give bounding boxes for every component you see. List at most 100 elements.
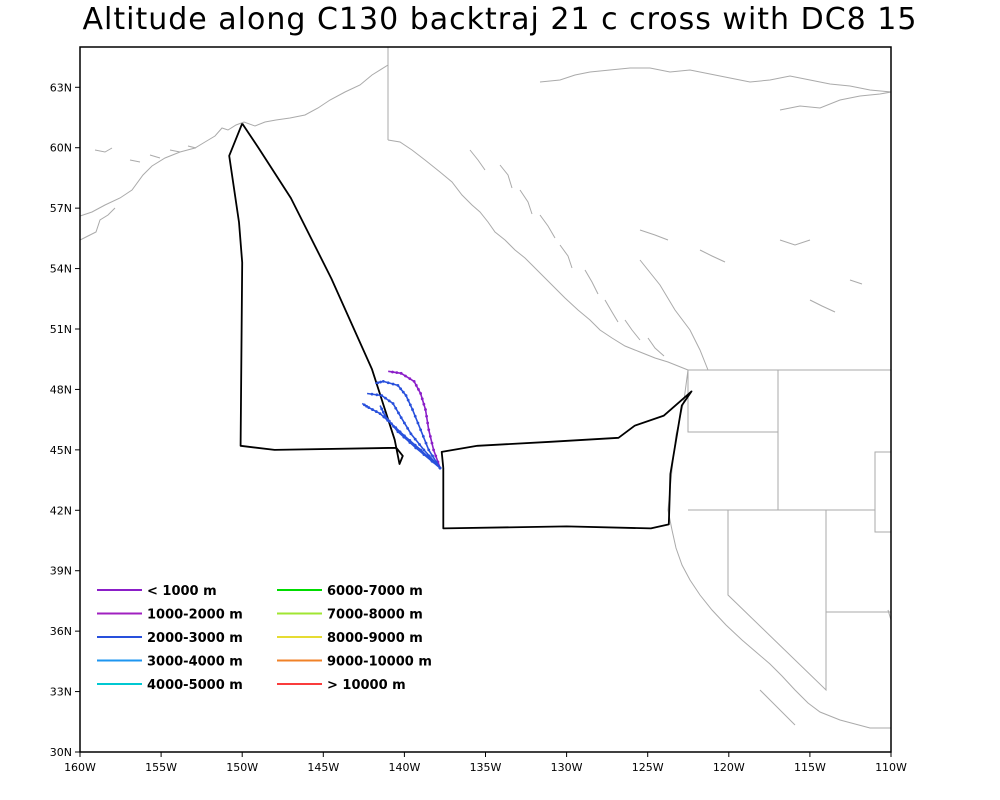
back-trajectories xyxy=(361,370,442,470)
lon-tick-label: 115W xyxy=(794,761,826,774)
coast-islands-2 xyxy=(604,299,665,357)
lat-tick-label: 42N xyxy=(50,504,72,517)
trajectory-marker xyxy=(432,448,435,452)
lat-tick-label: 51N xyxy=(50,323,72,336)
trajectory-marker xyxy=(392,424,395,428)
lat-tick-label: 54N xyxy=(50,263,72,276)
lon-tick-label: 150W xyxy=(226,761,258,774)
trajectory-marker xyxy=(412,379,416,383)
flight-track xyxy=(228,122,693,530)
trajectory-marker xyxy=(384,396,387,400)
legend-label: 8000-9000 m xyxy=(327,631,423,646)
trajectory-line xyxy=(375,380,441,469)
trajectory-marker xyxy=(383,414,387,418)
trajectory-marker xyxy=(421,435,425,438)
trajectory-marker xyxy=(378,412,382,415)
trajectory-marker xyxy=(380,394,384,397)
trajectory-marker xyxy=(370,392,374,396)
trajectory-marker xyxy=(430,459,434,463)
axis-ticks: 30N 33N 36N 39N 42N 45N 48N 51N 54N 57N 60N 63N 160W… xyxy=(50,81,907,774)
lon-tick-label: 155W xyxy=(145,761,177,774)
aleutian-islands xyxy=(94,145,197,163)
trajectory-marker xyxy=(402,435,406,439)
trajectory-marker xyxy=(395,371,399,375)
trajectory-marker xyxy=(391,402,395,405)
lon-tick-label: 130W xyxy=(551,761,583,774)
trajectory-marker xyxy=(408,377,412,381)
trajectory-marker xyxy=(408,403,412,407)
trajectory-marker xyxy=(414,446,418,450)
north-lakes xyxy=(639,229,863,313)
trajectory-marker xyxy=(391,382,395,386)
coast-islands-1 xyxy=(469,149,599,295)
border-lines xyxy=(687,370,891,692)
trajectory-marker xyxy=(427,428,431,432)
trajectory-marker xyxy=(422,453,426,456)
arctic-coast xyxy=(539,67,891,93)
trajectory-marker xyxy=(422,402,426,406)
coastlines xyxy=(80,47,891,729)
trajectory-marker xyxy=(403,421,406,425)
trajectory-marker xyxy=(434,454,438,458)
trajectory-marker xyxy=(424,408,427,411)
trajectory-marker xyxy=(438,466,442,470)
lon-tick-label: 140W xyxy=(388,761,420,774)
trajectory-marker xyxy=(413,414,417,418)
trajectory-marker xyxy=(394,406,398,410)
us-coast xyxy=(667,369,891,729)
legend-label: 7000-8000 m xyxy=(327,608,423,623)
trajectory-marker xyxy=(409,432,413,436)
trajectory-marker xyxy=(387,419,391,423)
trajectory-marker xyxy=(396,430,400,434)
lon-tick-label: 160W xyxy=(64,761,96,774)
lat-tick-label: 63N xyxy=(50,81,72,94)
flight-track-west-loop xyxy=(228,122,404,465)
plot-frame xyxy=(79,46,892,753)
trajectory-marker xyxy=(381,410,385,414)
altitude-legend: < 1000 m 1000-2000 m 2000-3000 m 3000-4000 … xyxy=(97,584,432,693)
trajectory-marker xyxy=(422,448,426,452)
lat-tick-label: 57N xyxy=(50,202,72,215)
lat-tick-label: 30N xyxy=(50,746,72,759)
trajectory-marker xyxy=(387,399,391,403)
legend-label: 6000-7000 m xyxy=(327,584,423,599)
trajectory-marker xyxy=(406,398,410,402)
lon-tick-label: 120W xyxy=(713,761,745,774)
bc-alberta-border xyxy=(639,259,709,371)
trajectory-marker xyxy=(424,441,428,445)
baja xyxy=(759,689,796,726)
trajectory-marker xyxy=(416,421,420,425)
lat-tick-label: 39N xyxy=(50,565,72,578)
trajectory-marker xyxy=(399,416,403,420)
alaska-southeast xyxy=(387,139,689,371)
legend-label: > 10000 m xyxy=(327,678,406,693)
trajectory-marker xyxy=(399,387,403,391)
lat-tick-label: 45N xyxy=(50,444,72,457)
trajectory-marker xyxy=(401,390,405,394)
trajectory-marker xyxy=(396,384,400,387)
trajectory-marker xyxy=(431,454,434,458)
trajectory-marker xyxy=(397,411,400,415)
trajectory-marker xyxy=(418,443,421,446)
trajectory-marker xyxy=(413,437,417,441)
trajectory-marker xyxy=(406,426,410,430)
trajectory-marker xyxy=(365,404,368,408)
trajectory-marker xyxy=(426,421,430,425)
trajectory-marker xyxy=(367,406,371,409)
trajectory-marker xyxy=(425,414,428,418)
flight-track-east-loop xyxy=(440,390,693,530)
lon-tick-label: 145W xyxy=(307,761,339,774)
trajectory-marker xyxy=(379,380,383,384)
trajectory-marker xyxy=(386,381,390,385)
trajectory-marker xyxy=(374,410,378,413)
hudson-bay xyxy=(779,91,891,111)
trajectory-marker xyxy=(404,374,407,378)
trajectory-marker xyxy=(430,441,434,445)
trajectory-marker xyxy=(428,435,432,438)
trajectory-marker xyxy=(391,370,394,374)
lon-tick-label: 125W xyxy=(632,761,664,774)
trajectory-marker xyxy=(381,379,385,383)
trajectory-line xyxy=(388,370,441,469)
trajectory-marker xyxy=(399,371,403,375)
trajectory-marker xyxy=(419,428,423,432)
